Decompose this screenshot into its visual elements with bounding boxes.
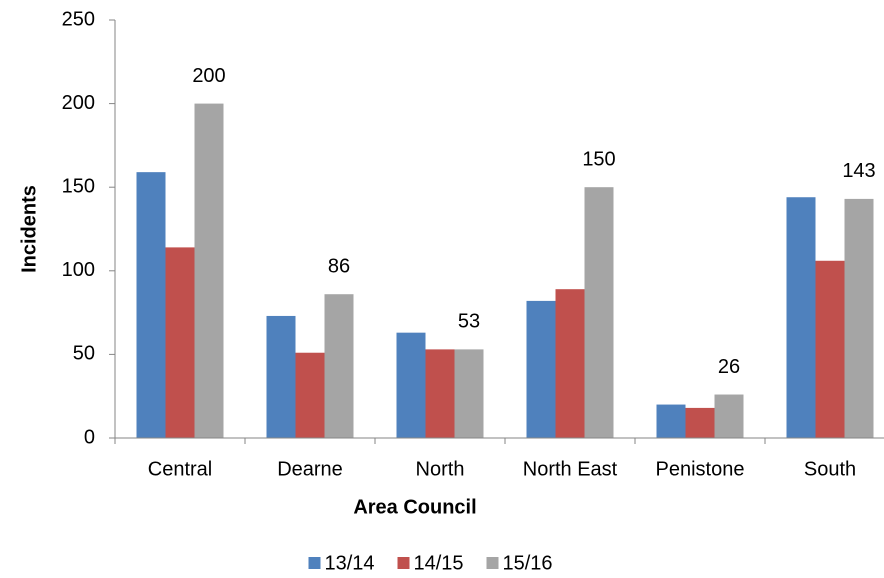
bar <box>786 197 816 438</box>
data-label: 86 <box>328 255 350 277</box>
bar <box>165 247 195 438</box>
x-tick-label: Central <box>148 458 212 480</box>
bar <box>295 352 325 438</box>
x-tick-label: North East <box>523 458 618 480</box>
y-tick-label: 200 <box>62 92 95 114</box>
bar <box>685 407 715 438</box>
bar <box>526 300 556 438</box>
bar <box>194 103 224 438</box>
bar <box>266 315 296 438</box>
legend-swatch <box>397 557 410 569</box>
bar <box>555 289 585 438</box>
bar <box>844 198 874 438</box>
bar <box>584 187 614 438</box>
y-tick-label: 0 <box>84 426 95 448</box>
bar <box>656 404 686 438</box>
bar <box>714 394 744 438</box>
bar <box>454 349 484 438</box>
legend-label: 15/16 <box>503 552 553 574</box>
x-axis-title: Area Council <box>353 496 476 518</box>
x-tick-label: Penistone <box>656 458 745 480</box>
data-label: 53 <box>458 311 480 333</box>
data-label: 200 <box>192 65 225 87</box>
y-tick-label: 50 <box>73 343 95 365</box>
legend-swatch <box>486 557 499 569</box>
y-tick-label: 150 <box>62 175 95 197</box>
x-tick-label: South <box>804 458 856 480</box>
legend-label: 13/14 <box>325 552 375 574</box>
bar <box>324 294 354 438</box>
y-tick-label: 250 <box>62 8 95 30</box>
bar <box>396 332 426 438</box>
data-label: 143 <box>842 160 875 182</box>
data-label: 26 <box>718 356 740 378</box>
x-tick-label: North <box>416 458 465 480</box>
bar <box>425 349 455 438</box>
y-tick-label: 100 <box>62 259 95 281</box>
legend-label: 14/15 <box>414 552 464 574</box>
x-tick-label: Dearne <box>277 458 343 480</box>
bar <box>136 172 166 439</box>
y-axis-title: Incidents <box>18 185 40 273</box>
bar <box>815 260 845 438</box>
legend-swatch <box>308 557 321 569</box>
data-label: 150 <box>582 148 615 170</box>
